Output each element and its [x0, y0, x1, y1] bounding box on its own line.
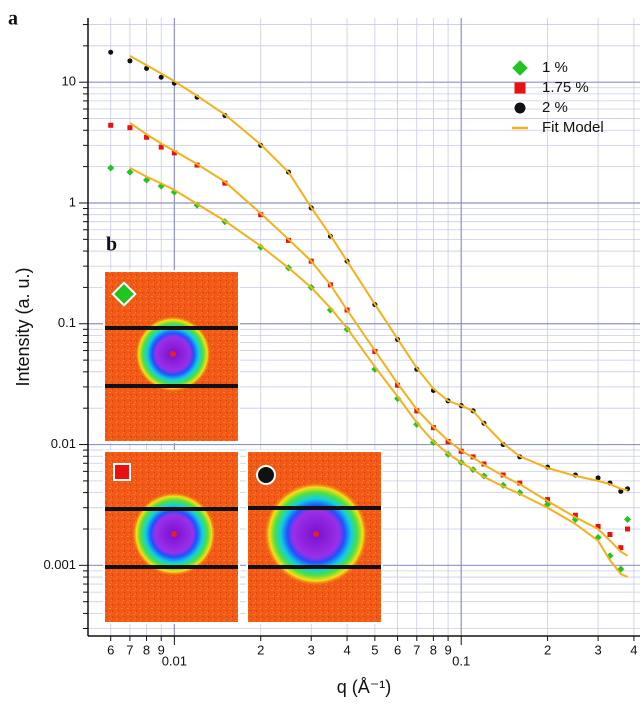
- legend-marker: [514, 82, 526, 94]
- marker: [607, 532, 613, 538]
- legend-label: 1 %: [542, 59, 568, 76]
- y-tick-label: 1: [69, 194, 76, 209]
- x-tick-label: 6: [394, 642, 401, 657]
- marker: [517, 480, 523, 486]
- marker: [108, 122, 114, 128]
- x-tick-label: 9: [444, 642, 451, 657]
- inset-images: [103, 270, 383, 624]
- x-tick-label: 3: [308, 642, 315, 657]
- marker: [158, 144, 164, 150]
- marker: [144, 134, 150, 140]
- x-tick-label: 2: [257, 642, 264, 657]
- legend-label: Fit Model: [542, 119, 604, 136]
- x-tick-label: 2: [544, 642, 551, 657]
- marker: [108, 49, 114, 55]
- panel-label: b: [106, 234, 117, 256]
- fit-line: [129, 167, 628, 578]
- marker: [107, 164, 115, 172]
- marker: [326, 306, 334, 314]
- marker: [572, 512, 578, 518]
- x-tick-label: 4: [630, 642, 637, 657]
- marker: [222, 180, 228, 186]
- inset-marker: [113, 463, 131, 481]
- marker: [127, 125, 133, 131]
- marker: [126, 168, 134, 176]
- x-tick-label: 0.1: [452, 653, 470, 668]
- marker: [545, 497, 551, 503]
- x-tick-label: 7: [126, 642, 133, 657]
- fit-line: [129, 122, 629, 557]
- marker: [623, 515, 632, 523]
- beam-center: [170, 351, 176, 357]
- legend-label: 2 %: [542, 99, 568, 116]
- marker: [625, 526, 631, 532]
- legend-marker: [512, 60, 528, 76]
- x-tick-label: 8: [430, 642, 437, 657]
- fit-line: [129, 55, 628, 492]
- beam-center: [313, 531, 319, 537]
- legend-marker: [514, 102, 526, 114]
- beam-center: [171, 531, 177, 537]
- y-tick-label: 10: [62, 74, 76, 89]
- x-axis-label: q (Å⁻¹): [337, 677, 392, 697]
- marker: [595, 475, 601, 481]
- marker: [413, 420, 421, 428]
- y-tick-label: 0.1: [58, 315, 76, 330]
- inset-marker: [256, 465, 276, 485]
- x-tick-label: 4: [343, 642, 350, 657]
- y-tick-label: 0.001: [43, 557, 76, 572]
- marker: [618, 545, 624, 551]
- marker: [618, 488, 624, 494]
- marker: [144, 65, 150, 71]
- marker: [395, 382, 401, 388]
- y-axis-label: Intensity (a. u.): [13, 267, 33, 386]
- x-tick-label: 7: [413, 642, 420, 657]
- marker: [595, 523, 601, 529]
- marker: [171, 150, 177, 156]
- x-tick-label: 3: [594, 642, 601, 657]
- x-tick-label: 5: [371, 642, 378, 657]
- panel-label: a: [8, 8, 18, 30]
- x-tick-label: 0.01: [162, 653, 187, 668]
- x-tick-label: 6: [107, 642, 114, 657]
- x-tick-label: 8: [143, 642, 150, 657]
- y-tick-label: 0.01: [51, 436, 76, 451]
- inset-marker: [111, 281, 137, 307]
- marker: [127, 58, 133, 64]
- legend-label: 1.75 %: [542, 79, 589, 96]
- marker: [158, 74, 164, 80]
- x-tick-label: 9: [158, 642, 165, 657]
